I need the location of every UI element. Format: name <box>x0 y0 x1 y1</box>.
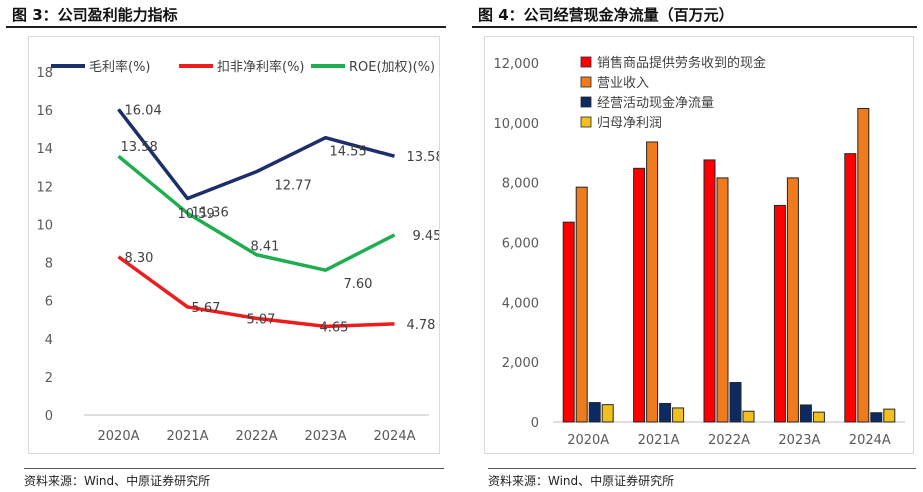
data-label: 12.77 <box>275 179 312 194</box>
x-tick-label: 2020A <box>98 429 140 444</box>
x-tick-label: 2022A <box>708 433 750 448</box>
bar <box>633 167 646 423</box>
y-tick-label: 4 <box>45 333 53 348</box>
legend-label: 归母净利润 <box>597 116 662 131</box>
y-tick-label: 10,000 <box>494 117 540 132</box>
data-label: 8.30 <box>125 251 154 266</box>
bar <box>588 402 601 423</box>
x-tick-label: 2020A <box>567 433 609 448</box>
y-tick-label: 16 <box>36 104 53 119</box>
data-label: 4.78 <box>407 318 436 333</box>
bar <box>883 408 896 423</box>
x-tick-label: 2021A <box>167 429 209 444</box>
right-panel: 图 4：公司经营现金净流量（百万元） 0 2,000 4,000 6,000 8,000… <box>466 0 923 492</box>
legend-label: 毛利率(%) <box>89 59 151 75</box>
x-tick-label: 2024A <box>374 429 416 444</box>
data-label: 16.04 <box>125 103 162 118</box>
bar <box>870 412 883 423</box>
legend-swatch <box>580 56 592 68</box>
y-tick-label: 14 <box>36 142 53 157</box>
bar <box>575 186 588 423</box>
y-tick-label: 8,000 <box>502 177 539 192</box>
bar <box>659 402 672 423</box>
data-label: 11.36 <box>192 206 229 221</box>
data-label: 9.45 <box>413 229 440 244</box>
bar-chart-frame: 0 2,000 4,000 6,000 8,000 10,000 12,000 2020A 20… <box>484 36 914 454</box>
bar <box>742 410 755 423</box>
x-tick-label: 2023A <box>305 429 347 444</box>
y-tick-label: 2,000 <box>502 356 539 371</box>
bar <box>799 404 812 423</box>
y-tick-label: 18 <box>36 66 53 81</box>
line-chart: 0 2 4 6 8 10 12 14 16 18 2020A 2021A 2022A 2023A 2024A… <box>36 59 443 444</box>
y-tick-label: 6 <box>45 295 53 310</box>
data-label: 8.41 <box>251 240 280 255</box>
chart-title-right: 图 4：公司经营现金净流量（百万元） <box>472 2 917 28</box>
bar <box>729 382 742 423</box>
data-label: 14.55 <box>330 145 367 160</box>
bar <box>716 177 729 423</box>
data-label: 13.58 <box>407 150 440 165</box>
y-tick-label: 12,000 <box>494 57 540 72</box>
series-line <box>117 154 396 272</box>
bar <box>844 153 857 423</box>
bar <box>672 407 685 423</box>
y-tick-label: 10 <box>36 218 53 233</box>
y-tick-label: 12 <box>36 180 53 195</box>
y-tick-label: 2 <box>45 371 53 386</box>
x-tick-label: 2024A <box>849 433 891 448</box>
bar <box>773 204 786 423</box>
y-tick-label: 0 <box>531 416 539 431</box>
bar <box>703 159 716 423</box>
series-line <box>117 255 395 329</box>
y-tick-label: 6,000 <box>502 237 539 252</box>
data-label: 4.65 <box>320 320 349 335</box>
x-tick-label: 2023A <box>778 433 820 448</box>
y-tick-label: 0 <box>45 409 53 424</box>
legend-label: 销售商品提供劳务收到的现金 <box>597 55 766 71</box>
y-tick-label: 8 <box>45 257 53 272</box>
data-label: 13.58 <box>121 140 158 155</box>
x-tick-label: 2021A <box>638 433 680 448</box>
series-line <box>117 108 395 201</box>
bar <box>562 221 575 423</box>
bar <box>601 404 614 423</box>
legend-label: 营业收入 <box>597 76 649 91</box>
data-label: 5.07 <box>247 312 276 327</box>
legend-label: ROE(加权)(%) <box>349 59 435 75</box>
y-tick-label: 4,000 <box>502 296 539 311</box>
bar <box>646 141 659 423</box>
source-note-right: 资料来源：Wind、中原证券研究所 <box>488 468 916 489</box>
legend-label: 经营活动现金净流量 <box>597 95 714 111</box>
legend-label: 扣非净利率(%) <box>217 59 305 75</box>
data-label: 10.59 <box>178 207 215 222</box>
bar <box>857 107 870 423</box>
bar <box>786 177 799 423</box>
source-note-left: 资料来源：Wind、中原证券研究所 <box>24 468 444 489</box>
x-tick-label: 2022A <box>236 429 278 444</box>
legend-swatch <box>580 76 592 88</box>
chart-title-left: 图 3：公司盈利能力指标 <box>6 2 446 28</box>
data-label: 5.67 <box>192 301 221 316</box>
line-chart-frame: 0 2 4 6 8 10 12 14 16 18 2020A 2021A 2022A 2023A 2024A… <box>28 36 444 454</box>
bar <box>812 411 825 423</box>
legend-swatch <box>580 96 592 108</box>
left-panel: 图 3：公司盈利能力指标 0 2 4 6 8 10 12 14 16 18 2020A 2021A 20… <box>0 0 452 492</box>
data-label: 7.60 <box>344 277 373 292</box>
legend-swatch <box>580 116 592 128</box>
bar-chart: 0 2,000 4,000 6,000 8,000 10,000 12,000 2020A 20… <box>494 55 905 448</box>
